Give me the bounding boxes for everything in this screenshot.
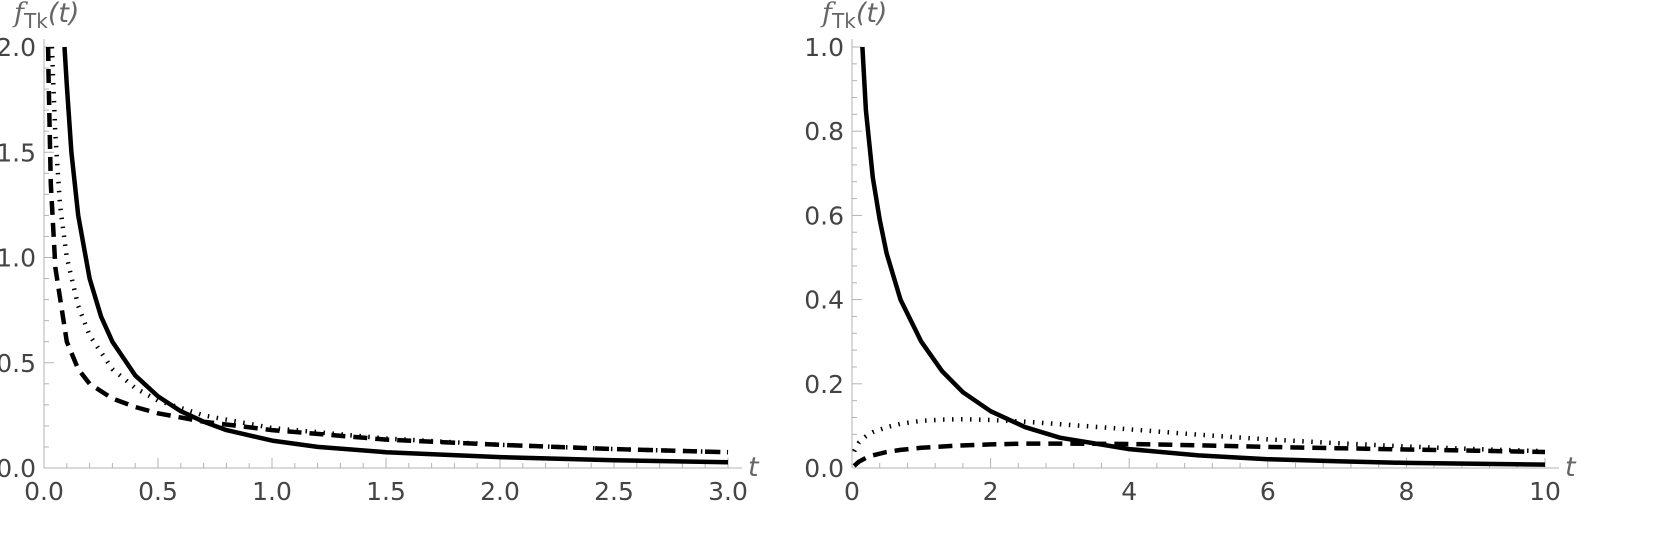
y-tick-label: 1.0 <box>0 244 36 273</box>
x-tick-label: 3.0 <box>708 477 748 506</box>
series-line-dashed <box>852 441 1546 468</box>
x-tick-label: 8 <box>1398 477 1414 506</box>
y-tick-label: 0.8 <box>804 117 844 146</box>
plot-left: 0.0 0.5 1.0 1.5 2.0 2.5 3.00.00.51.01.52.0fTk(… <box>0 0 760 506</box>
series-line-solid <box>62 46 729 465</box>
series-line-dotted <box>852 416 1546 454</box>
series-line-solid <box>860 46 1546 467</box>
x-tick-label: 0.0 <box>24 477 64 506</box>
x-tick-label: 2.5 <box>594 477 634 506</box>
x-tick-label: 10 <box>1529 477 1561 506</box>
x-tick-label: 1.0 <box>252 477 292 506</box>
x-tick-label: 1.5 <box>366 477 406 506</box>
y-tick-label: 0.0 <box>804 454 844 483</box>
y-axis-label: fTk(t) <box>820 0 887 33</box>
y-tick-label: 1.0 <box>804 33 844 62</box>
y-tick-label: 0.4 <box>804 286 844 315</box>
y-tick-label: 0.5 <box>0 349 36 378</box>
y-tick-label: 1.5 <box>0 138 36 167</box>
x-tick-label: 4 <box>1121 477 1137 506</box>
y-tick-label: 0.6 <box>804 201 844 230</box>
x-tick-label: 0.5 <box>138 477 178 506</box>
x-tick-label: 2 <box>983 477 999 506</box>
x-tick-label: 6 <box>1260 477 1276 506</box>
x-tick-label: 2.0 <box>480 477 520 506</box>
y-tick-label: 2.0 <box>0 33 36 62</box>
y-tick-label: 0.2 <box>804 370 844 399</box>
x-axis-label: t <box>748 452 760 483</box>
x-axis-label: t <box>1565 452 1577 483</box>
y-tick-label: 0.0 <box>0 454 36 483</box>
series-line-dashed <box>45 46 729 455</box>
x-tick-label: 0 <box>844 477 860 506</box>
y-axis-label: fTk(t) <box>12 0 79 33</box>
